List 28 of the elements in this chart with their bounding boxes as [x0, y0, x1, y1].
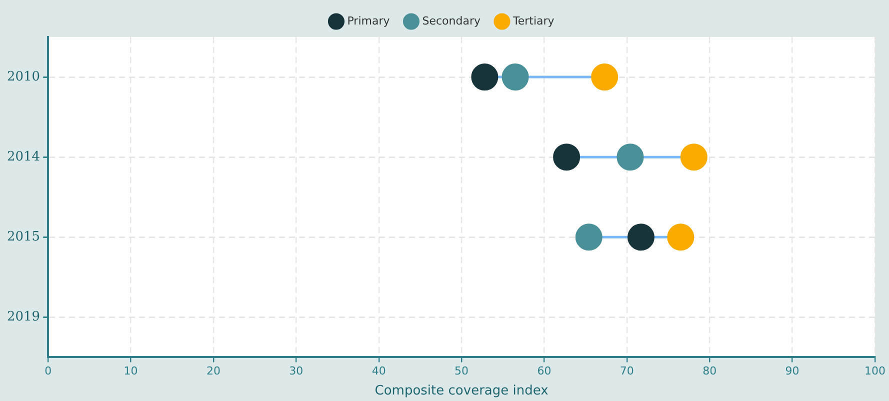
- x-tick-label: 90: [785, 364, 800, 378]
- y-tick-label: 2019: [6, 310, 40, 325]
- x-tick-label: 0: [44, 364, 52, 378]
- x-tick-label: 70: [620, 364, 634, 378]
- y-tick-label: 2010: [6, 69, 40, 84]
- legend-label: Secondary: [422, 14, 481, 28]
- x-tick-label: 40: [372, 364, 386, 378]
- point: [627, 224, 654, 251]
- point: [616, 144, 644, 171]
- x-tick-label: 20: [206, 364, 220, 378]
- legend-label: Primary: [347, 14, 390, 28]
- y-tick-label: 2015: [6, 230, 40, 244]
- x-tick-label: 60: [537, 364, 552, 378]
- point: [575, 224, 602, 251]
- point: [471, 64, 498, 91]
- legend-label: Tertiary: [512, 14, 555, 28]
- y-tick-label: 2014: [6, 149, 40, 164]
- point: [591, 64, 618, 91]
- x-tick-label: 100: [864, 364, 886, 378]
- x-tick-label: 30: [289, 364, 304, 378]
- x-tick-label: 10: [124, 364, 138, 378]
- x-tick-label: 50: [454, 364, 469, 378]
- point: [553, 144, 580, 171]
- x-axis-title: Composite coverage index: [374, 384, 549, 399]
- point: [502, 64, 529, 91]
- x-tick-label: 80: [702, 364, 717, 378]
- point: [667, 224, 694, 251]
- point: [680, 144, 708, 171]
